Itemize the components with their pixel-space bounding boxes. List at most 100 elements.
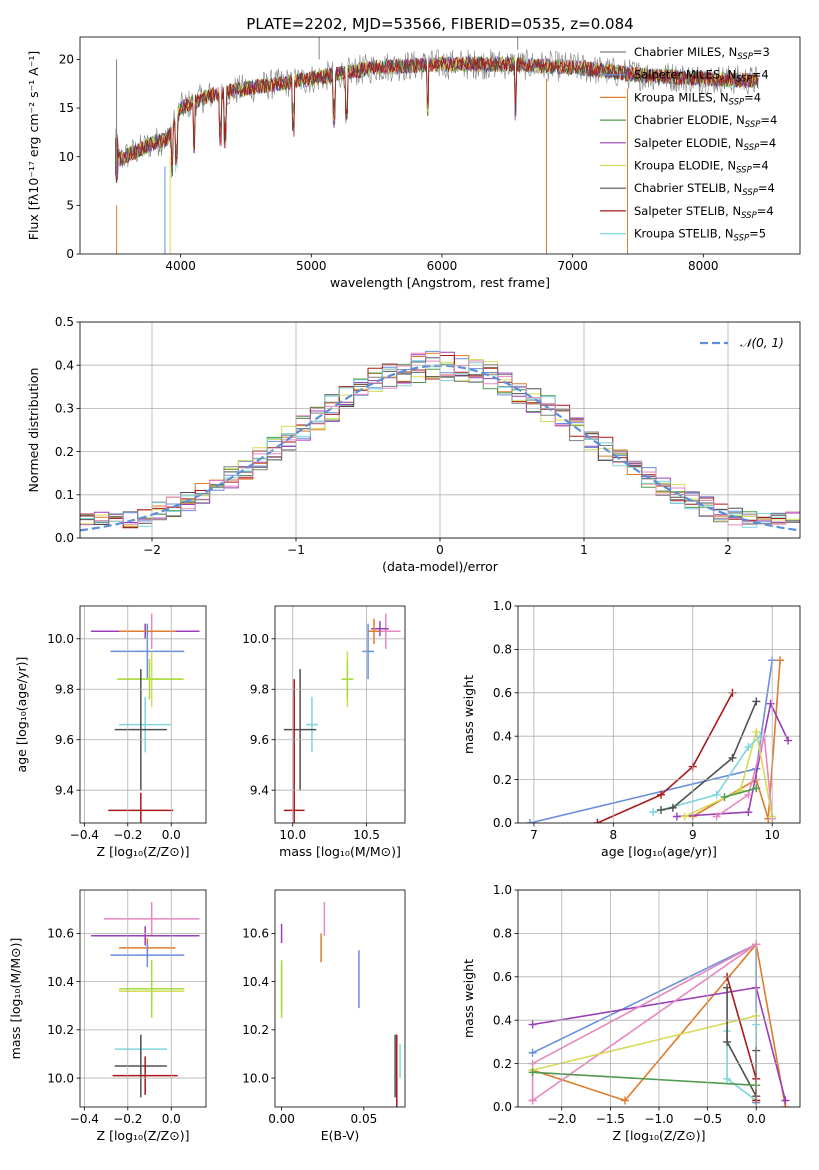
x-tick-label: 4000 bbox=[165, 259, 196, 273]
x-axis-label: mass [log₁₀(M/M⊙)] bbox=[279, 844, 401, 859]
y-tick-label: 10.0 bbox=[242, 632, 269, 646]
x-tick-label: −0.4 bbox=[70, 1112, 99, 1126]
weight-vs-age-marker bbox=[776, 656, 785, 665]
y-tick-label: 10.0 bbox=[47, 1071, 74, 1085]
weight-vs-age-marker bbox=[649, 808, 658, 817]
weight-vs-age-plot-area bbox=[525, 656, 793, 823]
y-axis-label: mass weight bbox=[461, 675, 476, 754]
x-tick-label: −0.2 bbox=[113, 1112, 142, 1126]
weight-vs-age-panel: 7 8 9 10 0.0 0.2 0.4 0.6 0.8 1.0 age [log₁₀(age/yr… bbox=[461, 599, 801, 859]
weight-vs-metallicity-marker bbox=[528, 1068, 537, 1077]
y-tick-label: 10.4 bbox=[47, 975, 74, 989]
x-tick-label: 0.05 bbox=[351, 1112, 378, 1126]
y-tick-label: 0.0 bbox=[493, 816, 512, 830]
y-axis-label: Flux [fλ10⁻¹⁷ erg cm⁻² s⁻¹ A⁻¹] bbox=[26, 51, 41, 240]
x-tick-label: 1 bbox=[580, 543, 588, 557]
x-tick-label: −1 bbox=[287, 543, 305, 557]
legend-entry: Kroupa ELODIE, NSSP=4 bbox=[634, 159, 769, 176]
axes-frame bbox=[79, 36, 801, 255]
weight-vs-age-series-1 bbox=[692, 660, 781, 819]
age-vs-mass-plot-area bbox=[283, 613, 401, 823]
weight-vs-age-marker bbox=[680, 812, 689, 821]
x-tick-label: 0.00 bbox=[268, 1112, 295, 1126]
normal-curve bbox=[80, 364, 798, 532]
weight-vs-metallicity-marker bbox=[620, 1096, 629, 1105]
y-tick-label: 9.4 bbox=[250, 783, 269, 797]
axes-frame bbox=[79, 605, 207, 824]
y-tick-label: 0.0 bbox=[493, 1100, 512, 1114]
y-tick-label: 0.3 bbox=[55, 402, 74, 416]
residuals-panel: −2 −1 0 1 2 0.0 0.1 0.2 0.3 0.4 0.5 (data-model)/er… bbox=[26, 315, 801, 574]
weight-vs-metallicity-marker bbox=[528, 1048, 537, 1057]
y-tick-label: 10.2 bbox=[47, 1023, 74, 1037]
spectrum-plot-area bbox=[114, 37, 759, 254]
weight-vs-age-marker bbox=[744, 743, 753, 752]
mass-vs-metallicity-plot-area bbox=[90, 902, 200, 1098]
legend-entry: Salpeter ELODIE, NSSP=4 bbox=[634, 136, 776, 153]
x-tick-label: 7 bbox=[530, 828, 538, 842]
x-tick-label: 6000 bbox=[427, 259, 458, 273]
weight-vs-age-series-7 bbox=[597, 692, 734, 823]
x-tick-label: 8 bbox=[610, 828, 618, 842]
mass-vs-metallicity-panel: −0.4 −0.2 0.0 10.0 10.2 10.4 10.6 Z [log₁₀(Z/Z⊙… bbox=[8, 889, 207, 1143]
y-tick-label: 0 bbox=[66, 247, 74, 261]
weight-vs-metallicity-panel: −2.0 −1.5 −1.0 −0.5 0.0 0.0 0.2 0.4 0.6 0.8 1.0 Z [… bbox=[461, 883, 801, 1143]
spectrum-panel: 4000 5000 6000 7000 8000 0 5 10 15 20 wavelength [… bbox=[26, 36, 801, 290]
x-axis-label: Z [log₁₀(Z/Z⊙)] bbox=[613, 1128, 706, 1143]
y-tick-label: 9.4 bbox=[55, 783, 74, 797]
mass-vs-ebv-panel: 0.00 0.05 10.0 10.2 10.4 10.6 E(B-V) bbox=[242, 889, 406, 1143]
y-tick-label: 10.0 bbox=[242, 1071, 269, 1085]
x-tick-label: −0.2 bbox=[113, 828, 142, 842]
legend-entry: Chabrier STELIB, NSSP=4 bbox=[634, 181, 775, 198]
weight-vs-metallicity-series-1 bbox=[532, 942, 787, 1107]
x-axis-label: Z [log₁₀(Z/Z⊙)] bbox=[97, 1128, 190, 1143]
x-tick-label: −0.5 bbox=[693, 1112, 722, 1126]
x-tick-label: 0 bbox=[436, 543, 444, 557]
legend-entry: Chabrier MILES, NSSP=3 bbox=[634, 45, 770, 62]
y-tick-label: 0.4 bbox=[493, 729, 512, 743]
y-tick-label: 0.4 bbox=[493, 1013, 512, 1027]
x-tick-label: 8000 bbox=[688, 259, 719, 273]
weight-vs-age-series-3 bbox=[716, 735, 773, 819]
y-tick-label: 0.8 bbox=[493, 927, 512, 941]
weight-vs-age-series-2 bbox=[676, 701, 789, 818]
y-tick-label: 10 bbox=[59, 150, 74, 164]
x-axis-label: Z [log₁₀(Z/Z⊙)] bbox=[97, 844, 190, 859]
x-tick-label: 10.5 bbox=[353, 828, 380, 842]
weight-vs-age-marker bbox=[720, 792, 729, 801]
age-vs-metallicity-plot-area bbox=[90, 613, 200, 823]
y-tick-label: 10.2 bbox=[242, 1023, 269, 1037]
weight-vs-age-marker bbox=[593, 819, 602, 823]
x-tick-label: −1.5 bbox=[596, 1112, 625, 1126]
weight-vs-age-marker bbox=[525, 819, 534, 823]
x-tick-label: 10 bbox=[765, 828, 780, 842]
y-tick-label: 10.0 bbox=[47, 632, 74, 646]
y-tick-label: 15 bbox=[59, 101, 74, 115]
weight-vs-age-marker bbox=[744, 808, 753, 817]
axes-frame bbox=[274, 889, 406, 1108]
weight-vs-age-series-4 bbox=[684, 731, 773, 818]
weight-vs-metallicity-marker bbox=[528, 1096, 537, 1105]
weight-vs-age-marker bbox=[656, 790, 665, 799]
y-axis-label: mass [log₁₀(M/M⊙)] bbox=[8, 938, 23, 1060]
weight-vs-age-marker bbox=[668, 803, 677, 812]
weight-vs-metallicity-marker bbox=[723, 1037, 732, 1046]
y-tick-label: 0.8 bbox=[493, 643, 512, 657]
y-tick-label: 0.2 bbox=[493, 773, 512, 787]
y-tick-label: 9.8 bbox=[55, 682, 74, 696]
axes-frame bbox=[517, 605, 801, 824]
weight-vs-age-marker bbox=[784, 736, 793, 745]
spectrum-series-7 bbox=[114, 55, 759, 182]
x-tick-label: 10.0 bbox=[279, 828, 306, 842]
x-axis-label: wavelength [Angstrom, rest frame] bbox=[330, 275, 550, 290]
weight-vs-metallicity-series-8 bbox=[532, 1071, 757, 1087]
x-axis-label: E(B-V) bbox=[321, 1128, 360, 1143]
weight-vs-age-marker bbox=[728, 753, 737, 762]
y-tick-label: 0.4 bbox=[55, 358, 74, 372]
weight-vs-age-marker bbox=[712, 790, 721, 799]
weight-vs-metallicity-marker bbox=[781, 1096, 790, 1105]
age-vs-mass-panel: 10.0 10.5 9.4 9.6 9.8 10.0 mass [log₁₀(M/M⊙)] bbox=[242, 605, 406, 859]
weight-vs-metallicity-marker bbox=[528, 1020, 537, 1029]
y-tick-label: 0.6 bbox=[493, 686, 512, 700]
